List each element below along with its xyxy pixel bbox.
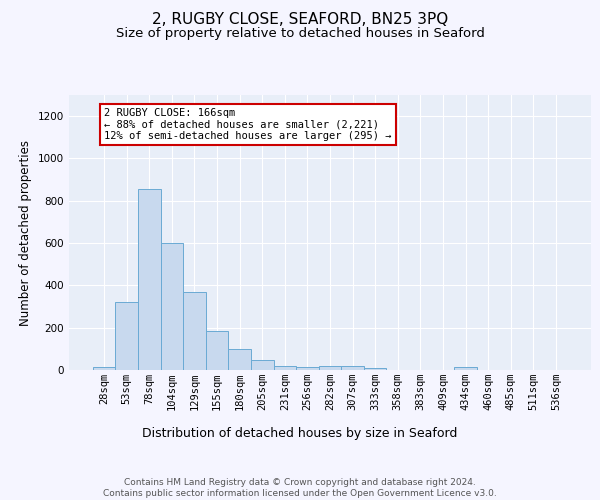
Bar (341, 366, 364, 370)
Bar (183, 292, 206, 370)
Bar (93, 367, 115, 370)
Bar (319, 366, 341, 370)
Bar (229, 349, 251, 370)
Bar (251, 360, 274, 370)
Bar (161, 243, 183, 370)
Bar (296, 367, 319, 370)
Bar (138, 189, 161, 370)
Text: 2 RUGBY CLOSE: 166sqm
← 88% of detached houses are smaller (2,221)
12% of semi-d: 2 RUGBY CLOSE: 166sqm ← 88% of detached … (104, 108, 392, 141)
Bar (454, 368, 477, 370)
Y-axis label: Number of detached properties: Number of detached properties (19, 140, 32, 326)
Bar (274, 366, 296, 370)
Text: Size of property relative to detached houses in Seaford: Size of property relative to detached ho… (116, 28, 484, 40)
Bar (364, 368, 386, 370)
Text: 2, RUGBY CLOSE, SEAFORD, BN25 3PQ: 2, RUGBY CLOSE, SEAFORD, BN25 3PQ (152, 12, 448, 28)
Text: Distribution of detached houses by size in Seaford: Distribution of detached houses by size … (142, 428, 458, 440)
Bar (206, 331, 229, 370)
Bar (115, 302, 138, 370)
Text: Contains HM Land Registry data © Crown copyright and database right 2024.
Contai: Contains HM Land Registry data © Crown c… (103, 478, 497, 498)
